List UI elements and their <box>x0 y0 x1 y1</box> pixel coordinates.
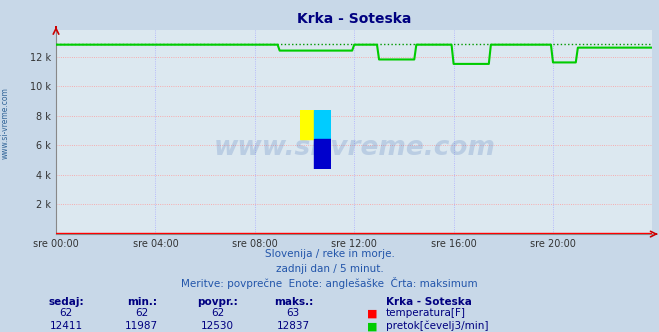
Text: 62: 62 <box>135 308 148 318</box>
Text: zadnji dan / 5 minut.: zadnji dan / 5 minut. <box>275 264 384 274</box>
Text: 12837: 12837 <box>277 321 310 331</box>
Text: maks.:: maks.: <box>273 297 313 307</box>
Text: pretok[čevelj3/min]: pretok[čevelj3/min] <box>386 320 488 331</box>
Bar <box>314 110 331 139</box>
Text: www.si-vreme.com: www.si-vreme.com <box>214 135 495 161</box>
Text: 62: 62 <box>211 308 224 318</box>
Text: 12530: 12530 <box>201 321 234 331</box>
Text: 11987: 11987 <box>125 321 158 331</box>
Text: 63: 63 <box>287 308 300 318</box>
Text: 12411: 12411 <box>49 321 82 331</box>
Bar <box>300 110 317 139</box>
Text: www.si-vreme.com: www.si-vreme.com <box>1 87 10 159</box>
Text: 62: 62 <box>59 308 72 318</box>
Text: temperatura[F]: temperatura[F] <box>386 308 465 318</box>
Text: Slovenija / reke in morje.: Slovenija / reke in morje. <box>264 249 395 259</box>
Text: Krka - Soteska: Krka - Soteska <box>386 297 471 307</box>
Text: ■: ■ <box>367 309 378 319</box>
Text: Meritve: povprečne  Enote: anglešaške  Črta: maksimum: Meritve: povprečne Enote: anglešaške Črt… <box>181 277 478 289</box>
Title: Krka - Soteska: Krka - Soteska <box>297 12 411 26</box>
Text: min.:: min.: <box>127 297 157 307</box>
Text: ■: ■ <box>367 322 378 332</box>
Bar <box>314 139 331 169</box>
Text: povpr.:: povpr.: <box>197 297 238 307</box>
Text: sedaj:: sedaj: <box>48 297 84 307</box>
